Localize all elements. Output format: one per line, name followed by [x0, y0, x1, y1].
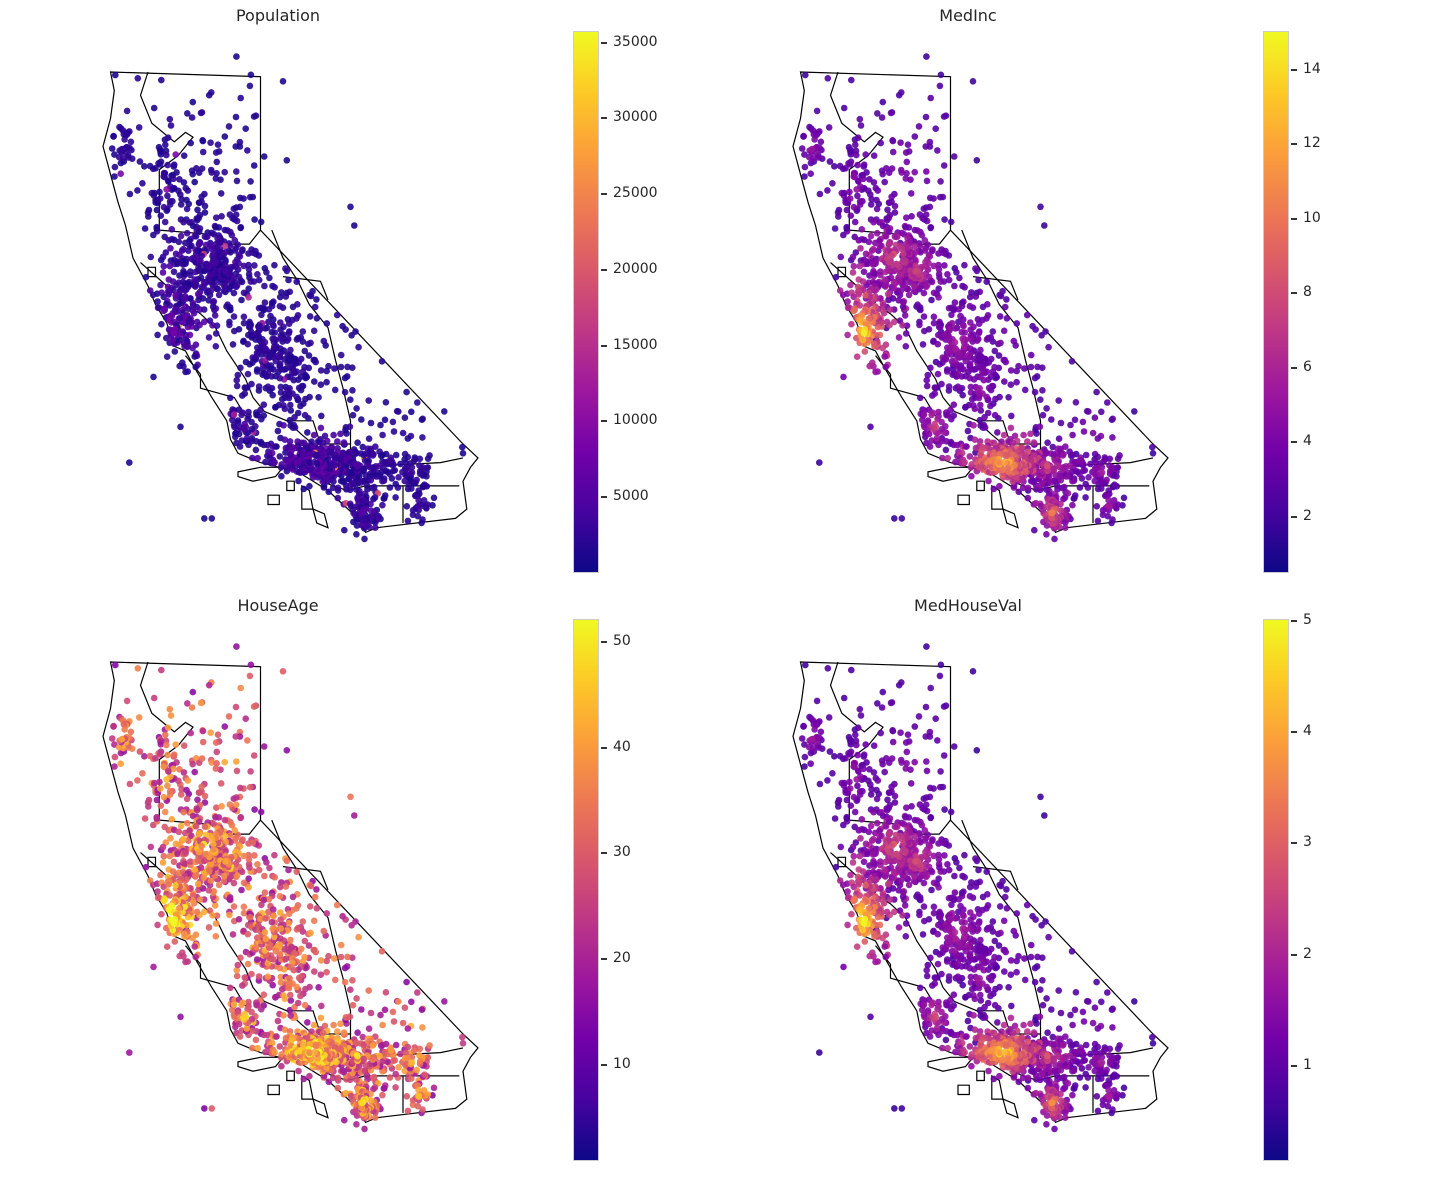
tick-mark [1291, 68, 1297, 71]
california-map [102, 643, 479, 1133]
tick-label: 10000 [613, 412, 658, 429]
tick-label: 12 [1303, 135, 1321, 152]
tick-mark [601, 344, 607, 347]
california-map [792, 643, 1169, 1133]
tick-label: 8 [1303, 284, 1312, 301]
tick-label: 5 [1303, 611, 1312, 628]
tick-label: 1 [1303, 1056, 1312, 1073]
tick-mark [1291, 515, 1297, 518]
tick-label: 40 [613, 738, 631, 755]
tick-mark [1291, 953, 1297, 956]
tick-label: 50 [613, 632, 631, 649]
tick-mark [1291, 366, 1297, 369]
tick-mark [601, 640, 607, 643]
tick-label: 25000 [613, 185, 658, 202]
tick-mark [601, 117, 607, 120]
tick-label: 15000 [613, 336, 658, 353]
tick-label: 20 [613, 950, 631, 967]
subplot-medhouseval: MedHouseVal 1 2 3 4 5 [690, 590, 1380, 1181]
tick-mark [601, 852, 607, 855]
scatter-points [108, 53, 467, 543]
tick-mark [1291, 730, 1297, 733]
tick-mark [1291, 217, 1297, 220]
tick-mark [1291, 842, 1297, 845]
tick-label: 30 [613, 844, 631, 861]
tick-label: 14 [1303, 60, 1321, 77]
subplot-population: Population 5000 10000 15000 20000 25000 30000… [0, 0, 690, 591]
tick-label: 10 [613, 1056, 631, 1073]
tick-label: 2 [1303, 507, 1312, 524]
tick-mark [1291, 143, 1297, 146]
tick-label: 2 [1303, 945, 1312, 962]
tick-label: 3 [1303, 834, 1312, 851]
california-map [792, 53, 1169, 543]
tick-mark [601, 41, 607, 44]
tick-mark [1291, 1064, 1297, 1067]
tick-mark [601, 420, 607, 423]
subplot-houseage: HouseAge 10 20 30 40 50 [0, 590, 690, 1181]
subplot-title: MedHouseVal [914, 596, 1022, 615]
tick-label: 6 [1303, 358, 1312, 375]
subplot-medinc: MedInc 2 4 6 8 10 12 14 [690, 0, 1380, 591]
tick-mark [601, 746, 607, 749]
tick-label: 4 [1303, 722, 1312, 739]
tick-label: 30000 [613, 109, 658, 126]
scatter-points [108, 643, 467, 1133]
tick-mark [601, 268, 607, 271]
tick-mark [1291, 619, 1297, 622]
colorbar [573, 31, 599, 573]
tick-mark [601, 193, 607, 196]
subplot-title: Population [235, 6, 321, 25]
state-outline [102, 71, 479, 534]
tick-mark [601, 1064, 607, 1067]
tick-label: 4 [1303, 433, 1312, 450]
tick-mark [1291, 441, 1297, 444]
tick-mark [1291, 292, 1297, 295]
subplot-title: HouseAge [237, 596, 319, 615]
colorbar [1263, 31, 1289, 573]
scatter-points [798, 643, 1157, 1133]
colorbar [573, 619, 599, 1161]
scatter-points [798, 53, 1157, 543]
colorbar [1263, 619, 1289, 1161]
tick-label: 10 [1303, 209, 1321, 226]
tick-label: 20000 [613, 260, 658, 277]
subplot-title: MedInc [939, 6, 997, 25]
tick-label: 35000 [613, 33, 658, 50]
tick-label: 5000 [613, 487, 649, 504]
california-map [102, 53, 479, 543]
tick-mark [601, 495, 607, 498]
tick-mark [601, 958, 607, 961]
